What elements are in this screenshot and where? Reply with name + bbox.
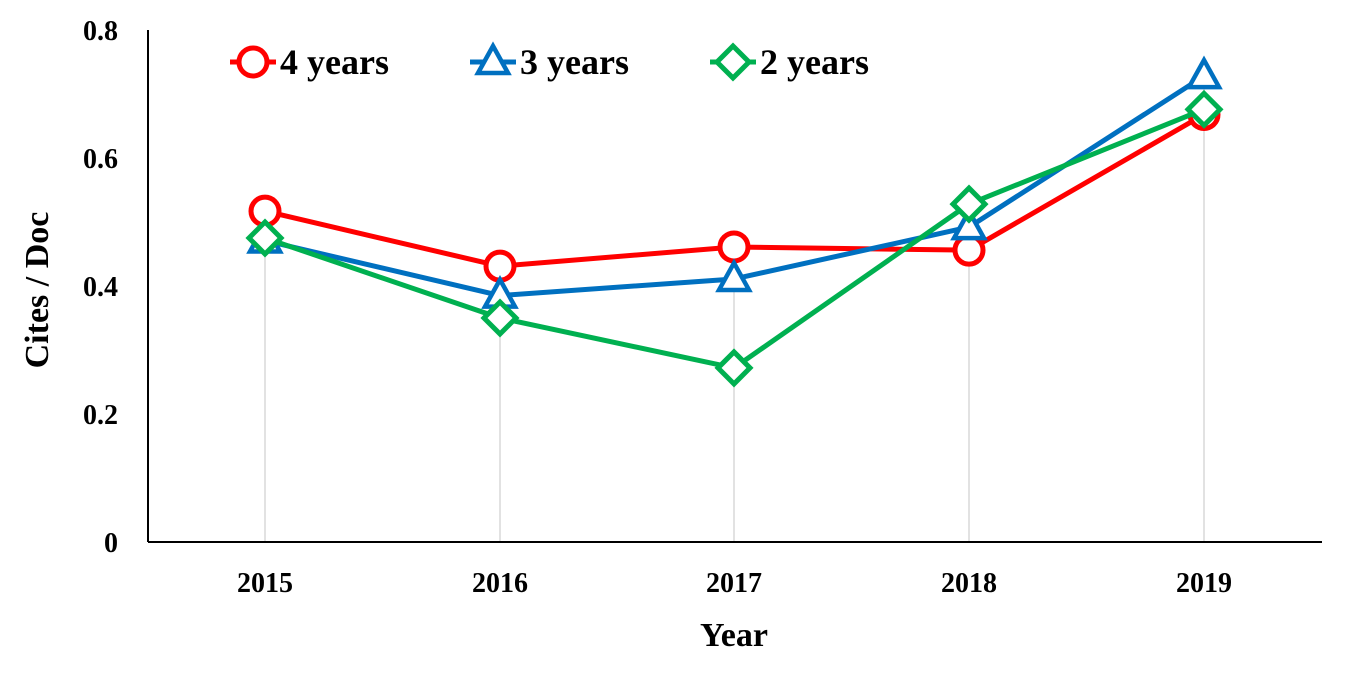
x-tick-label: 2019 (1176, 568, 1232, 599)
data-point-triangle (1185, 55, 1223, 90)
x-tick-label: 2017 (706, 568, 762, 599)
legend-label: 4 years (280, 42, 389, 82)
data-point-diamond (949, 184, 989, 224)
x-tick-label: 2016 (472, 568, 528, 599)
legend-label: 2 years (760, 42, 869, 82)
legend-item: 2 years (710, 42, 869, 82)
y-tick-label: 0.8 (83, 16, 118, 47)
legend-item: 4 years (230, 42, 389, 82)
y-axis-title: Cites / Doc (19, 212, 56, 369)
data-point-triangle (950, 206, 988, 241)
y-tick-labels: 0 0.2 0.4 0.6 0.8 (83, 16, 118, 559)
drop-lines (264, 76, 1205, 542)
legend-marker-triangle (474, 41, 512, 76)
legend-marker-circle (236, 45, 270, 79)
data-point-diamond (245, 218, 285, 258)
x-axis-title: Year (700, 617, 768, 654)
x-tick-labels: 2015 2016 2017 2018 2019 (237, 568, 1232, 599)
series-4-years (248, 97, 1221, 283)
data-point-triangle (715, 258, 753, 293)
series-3-years (246, 55, 1223, 309)
y-tick-label: 0.2 (83, 400, 118, 431)
axes (147, 30, 1322, 543)
legend: 4 years 3 years 2 years (230, 41, 869, 82)
legend-marker-diamond (713, 42, 753, 82)
x-tick-label: 2015 (237, 568, 293, 599)
data-point-diamond (480, 298, 520, 338)
legend-label: 3 years (520, 42, 629, 82)
y-tick-label: 0.4 (83, 272, 118, 303)
y-tick-label: 0.6 (83, 144, 118, 175)
x-tick-label: 2018 (941, 568, 997, 599)
legend-item: 3 years (470, 41, 629, 82)
y-tick-label: 0 (104, 528, 118, 559)
series-layer (245, 55, 1224, 388)
series-2-years (245, 89, 1224, 388)
data-point-diamond (1184, 89, 1224, 129)
data-point-circle (717, 230, 751, 264)
data-point-diamond (714, 348, 754, 388)
